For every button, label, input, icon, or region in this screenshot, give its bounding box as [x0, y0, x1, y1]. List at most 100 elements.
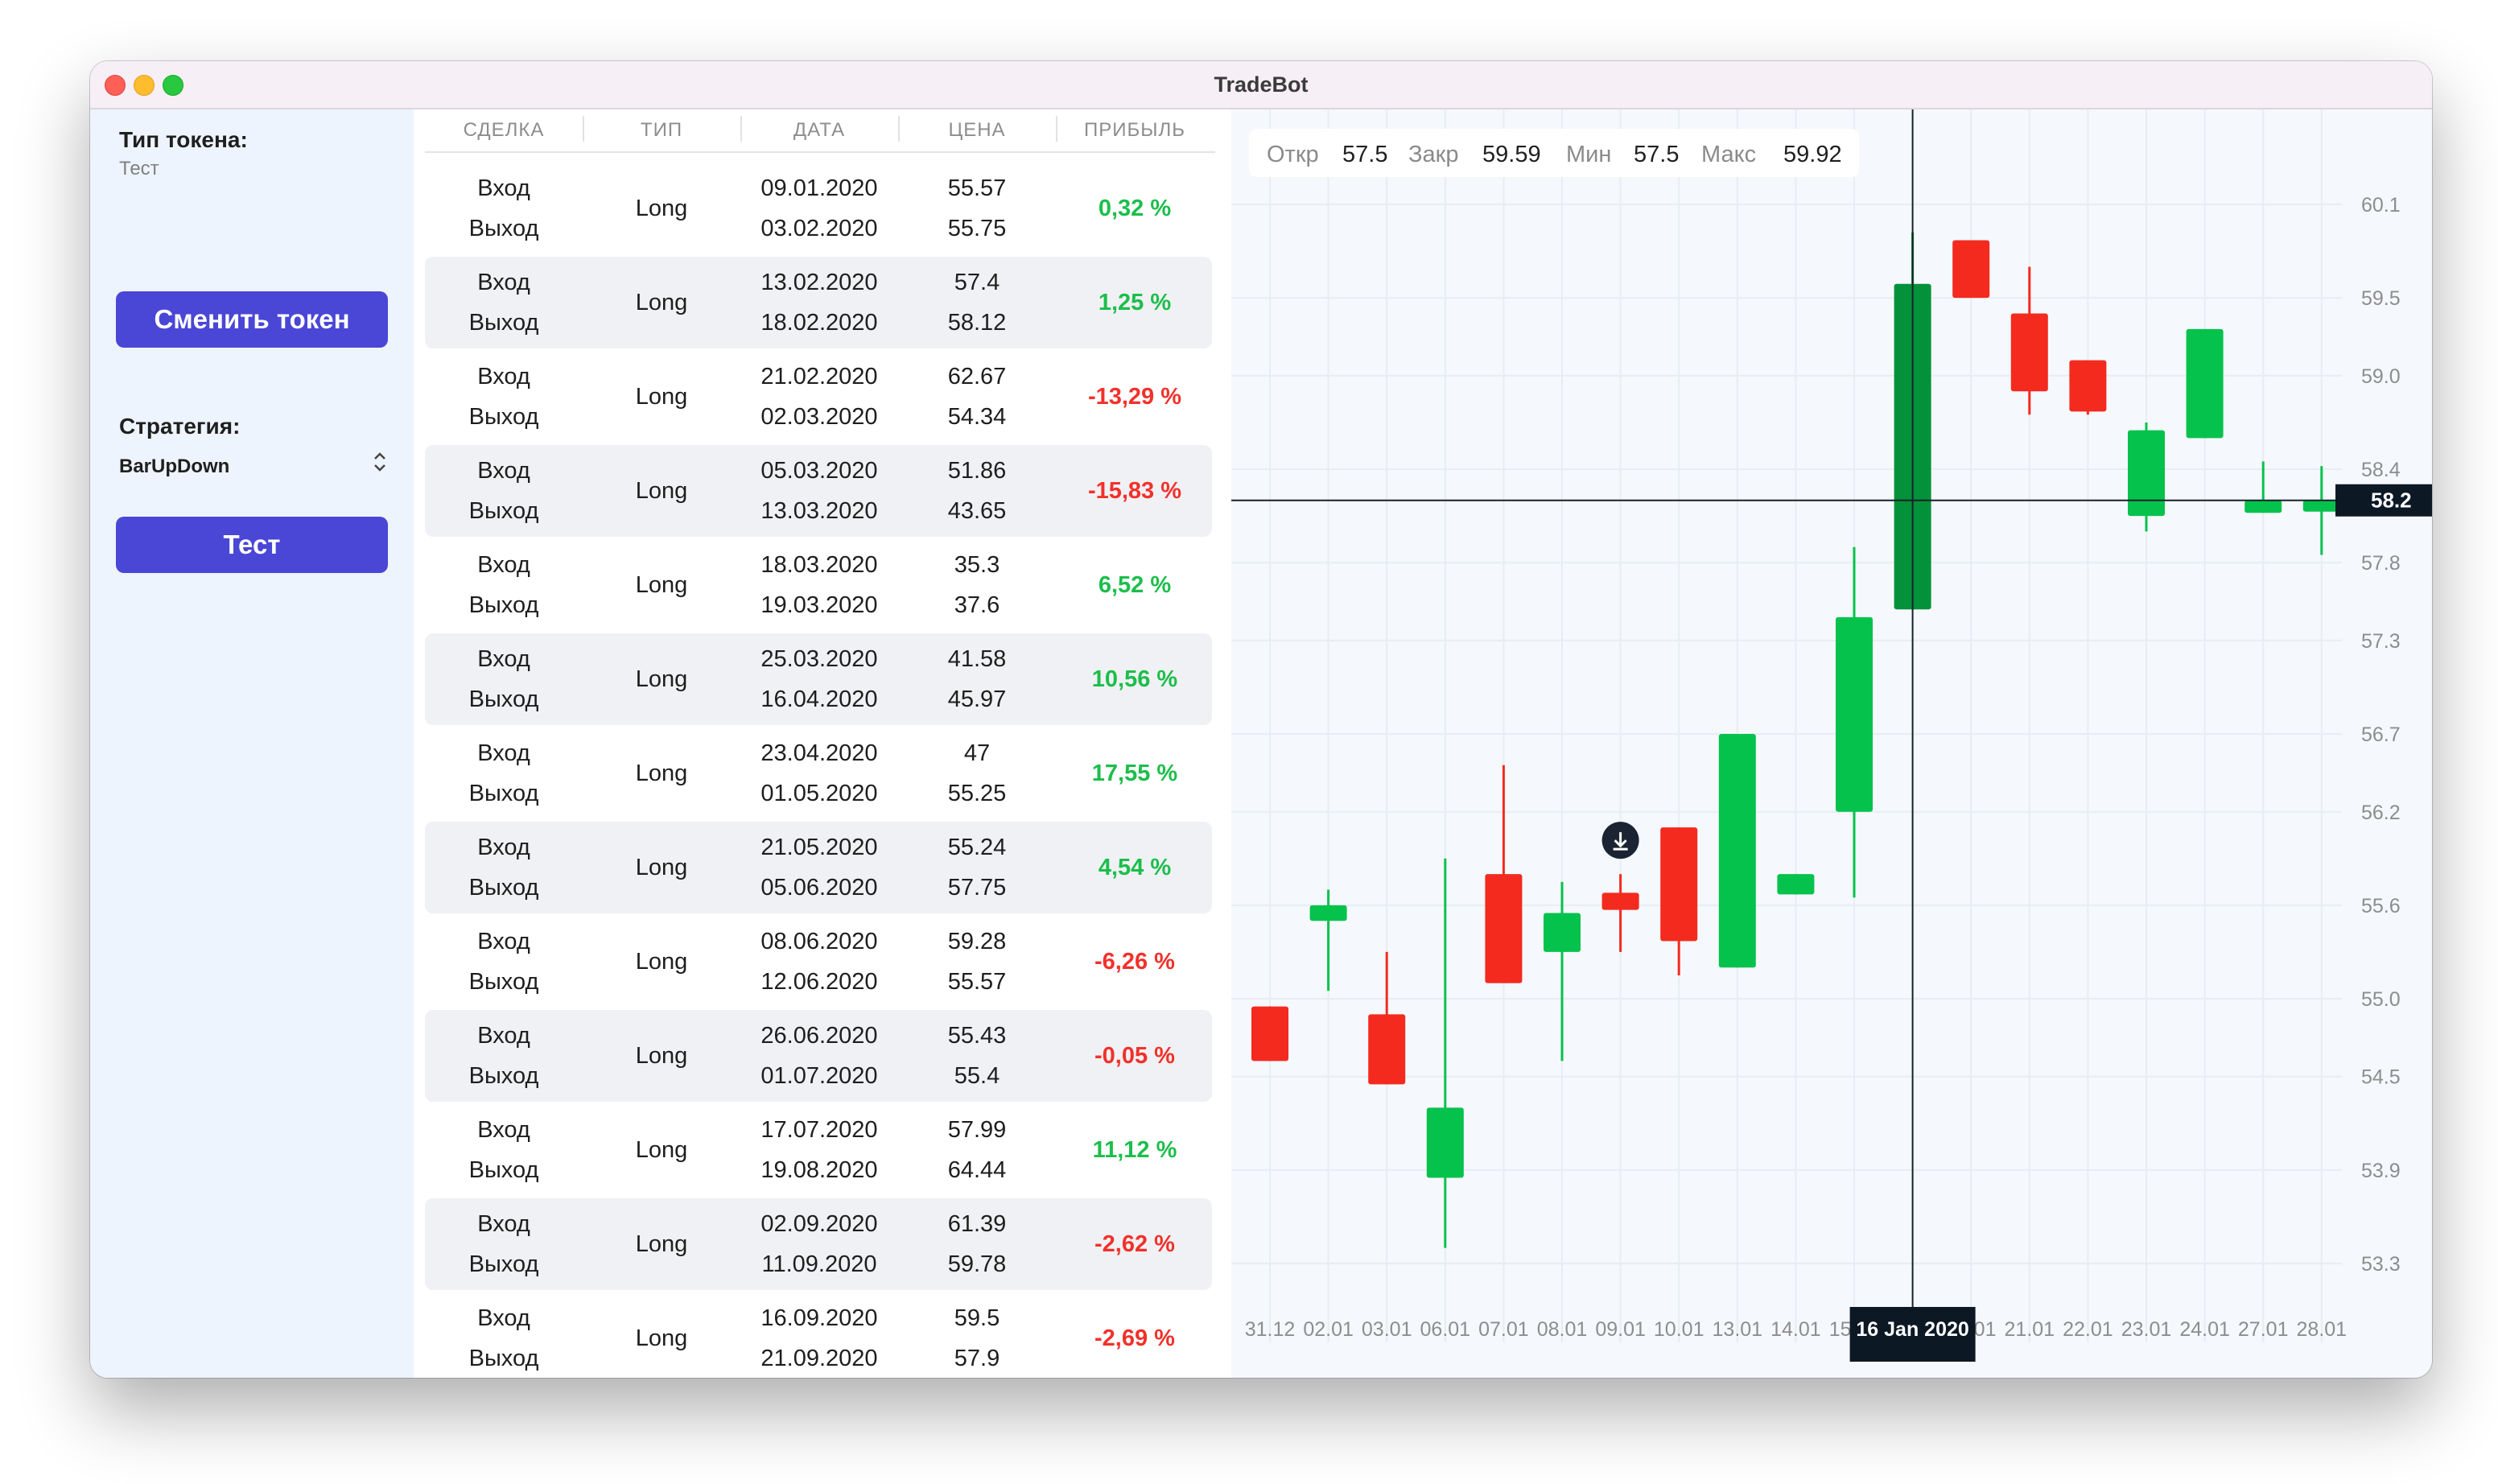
exit-date-cell: 16.04.2020: [761, 686, 878, 712]
x-tick-label: 06.01: [1420, 1318, 1471, 1341]
close-label: Закр: [1408, 142, 1459, 167]
candle-body: [1836, 616, 1873, 812]
deal-entry-cell: Вход: [477, 1023, 530, 1049]
deal-exit-cell: Выход: [468, 1251, 539, 1277]
profit-cell: 4,54 %: [1098, 855, 1172, 880]
candle-body: [2010, 313, 2048, 392]
profit-cell: 1,25 %: [1098, 290, 1172, 315]
y-tick-label: 56.2: [2361, 802, 2401, 824]
chevron-up-down-icon: [372, 451, 388, 484]
entry-date-cell: 09.01.2020: [761, 175, 878, 201]
deal-exit-cell: Выход: [468, 498, 539, 524]
table-row[interactable]: Вход Выход Long 09.01.2020 03.02.2020 55.57 55…: [425, 163, 1212, 254]
entry-date-cell: 13.02.2020: [761, 270, 878, 295]
y-tick-label: 55.0: [2361, 988, 2401, 1011]
table-row[interactable]: Вход Выход Long 25.03.2020 16.04.2020 41.58 45…: [425, 633, 1212, 725]
close-window-button[interactable]: [105, 75, 126, 96]
candle-body: [1251, 1006, 1288, 1061]
deal-entry-cell: Вход: [477, 270, 530, 295]
high-value: 59.92: [1783, 142, 1842, 167]
deal-exit-cell: Выход: [468, 592, 539, 618]
deal-entry-cell: Вход: [477, 1305, 530, 1331]
y-tick-label: 59.0: [2361, 365, 2401, 388]
deal-exit-cell: Выход: [468, 969, 539, 995]
x-tick-label: 23.01: [2121, 1318, 2172, 1341]
exit-date-cell: 01.07.2020: [761, 1063, 878, 1089]
header-profit: ПРИБЫЛЬ: [1083, 119, 1185, 141]
table-row[interactable]: Вход Выход Long 08.06.2020 12.06.2020 59.28 55…: [425, 916, 1212, 1008]
token-type-value: Тест: [119, 158, 159, 179]
profit-cell: 6,52 %: [1098, 572, 1172, 598]
type-cell: Long: [635, 1231, 688, 1257]
header-divider: [740, 116, 742, 142]
download-arrow-icon: [1613, 832, 1628, 851]
exit-price-cell: 55.75: [947, 216, 1007, 241]
exit-date-cell: 12.06.2020: [761, 969, 878, 995]
y-tick-label: 57.8: [2361, 552, 2401, 575]
candle-body: [2069, 360, 2107, 412]
x-tick-label: 10.01: [1654, 1318, 1704, 1341]
type-cell: Long: [635, 196, 688, 221]
y-tick-label: 55.6: [2361, 895, 2401, 917]
low-label: Мин: [1566, 142, 1612, 167]
table-row[interactable]: Вход Выход Long 21.05.2020 05.06.2020 55.24 57…: [425, 822, 1212, 913]
deal-entry-cell: Вход: [477, 1117, 530, 1143]
exit-date-cell: 13.03.2020: [761, 498, 878, 524]
table-row[interactable]: Вход Выход Long 26.06.2020 01.07.2020 55.43 55…: [425, 1010, 1212, 1102]
table-row[interactable]: Вход Выход Long 23.04.2020 01.05.2020 47 55.25…: [425, 728, 1212, 819]
strategy-select[interactable]: BarUpDown: [119, 451, 388, 483]
header-price: ЦЕНА: [948, 119, 1006, 141]
candle-body: [1309, 905, 1347, 921]
exit-price-cell: 55.25: [947, 781, 1007, 806]
y-tick-label: 58.4: [2361, 459, 2401, 481]
table-row[interactable]: Вход Выход Long 13.02.2020 18.02.2020 57.4 58.…: [425, 257, 1212, 348]
exit-date-cell: 01.05.2020: [761, 781, 878, 806]
price-chart[interactable]: 60.1 59.5 59.0 58.4 57.8 57.3 56.7 56.2 55.6 55.0…: [1231, 109, 2432, 1378]
table-row[interactable]: Вход Выход Long 05.03.2020 13.03.2020 51.86 43…: [425, 445, 1212, 537]
table-row[interactable]: Вход Выход Long 21.02.2020 02.03.2020 62.67 54…: [425, 351, 1212, 443]
deal-entry-cell: Вход: [477, 740, 530, 766]
candle-body: [2302, 500, 2340, 512]
trades-table: СДЕЛКА ТИП ДАТА ЦЕНА ПРИБЫЛЬ Вход Выход Lo…: [414, 109, 1312, 1378]
type-cell: Long: [635, 384, 688, 410]
deal-exit-cell: Выход: [468, 1157, 539, 1183]
close-value: 59.59: [1482, 142, 1541, 167]
candle-body: [1777, 874, 1815, 895]
table-row[interactable]: Вход Выход Long 02.09.2020 11.09.2020 61.39 59…: [425, 1198, 1212, 1290]
table-row[interactable]: Вход Выход Long 17.07.2020 19.08.2020 57.99 64…: [425, 1104, 1212, 1196]
y-tick-label: 53.3: [2361, 1253, 2401, 1276]
zoom-window-button[interactable]: [163, 75, 183, 96]
candle-body: [1426, 1107, 1464, 1178]
type-cell: Long: [635, 666, 688, 692]
entry-price-cell: 55.24: [947, 835, 1007, 860]
entry-date-cell: 17.07.2020: [761, 1117, 878, 1143]
x-tick-label: 08.01: [1537, 1318, 1588, 1341]
deal-entry-cell: Вход: [477, 835, 530, 860]
table-row[interactable]: Вход Выход Long 18.03.2020 19.03.2020 35.3 37.…: [425, 539, 1212, 631]
profit-cell: 17,55 %: [1091, 761, 1178, 786]
y-tick-label: 57.3: [2361, 630, 2401, 653]
change-token-button[interactable]: Сменить токен: [116, 291, 388, 348]
exit-price-cell: 55.57: [947, 969, 1007, 995]
exit-date-cell: 05.06.2020: [761, 875, 878, 901]
header-date: ДАТА: [793, 119, 846, 141]
y-tick-label: 56.7: [2361, 723, 2401, 746]
type-cell: Long: [635, 290, 688, 315]
candle-body: [1660, 827, 1698, 942]
entry-date-cell: 16.09.2020: [761, 1305, 878, 1331]
entry-price-cell: 55.57: [947, 175, 1007, 201]
x-tick-label: 27.01: [2238, 1318, 2289, 1341]
deal-exit-cell: Выход: [468, 1063, 539, 1089]
table-row[interactable]: Вход Выход Long 16.09.2020 21.09.2020 59.5 57.…: [425, 1292, 1212, 1378]
crosshair-price-label: 58.2: [2371, 488, 2412, 513]
exit-price-cell: 59.78: [947, 1251, 1007, 1277]
type-cell: Long: [635, 949, 688, 975]
candlestick-chart[interactable]: 60.1 59.5 59.0 58.4 57.8 57.3 56.7 56.2 55.6 55.0…: [1231, 109, 2432, 1378]
minimize-window-button[interactable]: [134, 75, 155, 96]
crosshair-price-badge: [2335, 484, 2432, 517]
header-divider: [898, 116, 900, 142]
deal-entry-cell: Вход: [477, 929, 530, 954]
test-button[interactable]: Тест: [116, 517, 388, 573]
deal-exit-cell: Выход: [468, 310, 539, 336]
header-deal: СДЕЛКА: [463, 119, 545, 141]
